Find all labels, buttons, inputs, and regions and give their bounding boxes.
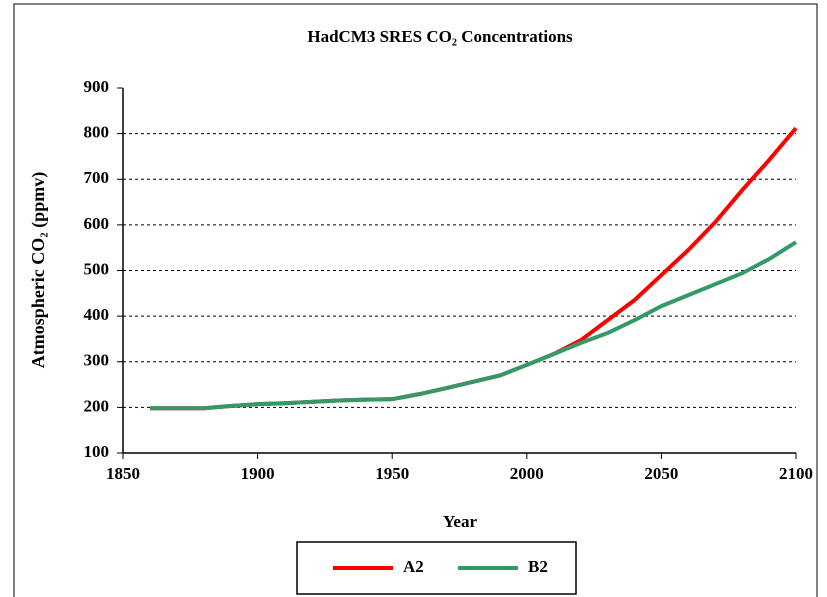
x-axis-label: Year xyxy=(443,512,477,531)
y-tick-label: 800 xyxy=(84,123,110,142)
y-tick-label: 500 xyxy=(84,259,110,278)
chart-border xyxy=(13,3,818,597)
legend-label: B2 xyxy=(528,557,548,576)
x-tick-label: 1950 xyxy=(375,464,409,483)
x-tick-label: 1900 xyxy=(241,464,275,483)
y-axis-label: Atmospheric CO₂ (ppmv) xyxy=(28,172,49,368)
x-tick-label: 2050 xyxy=(644,464,678,483)
y-tick-label: 900 xyxy=(84,77,110,96)
y-tick-label: 600 xyxy=(84,214,110,233)
y-tick-label: 100 xyxy=(84,442,110,461)
x-tick-label: 1850 xyxy=(106,464,140,483)
y-tick-label: 300 xyxy=(84,351,110,370)
chart-title: HadCM3 SRES CO₂ Concentrations xyxy=(307,27,573,46)
legend-label: A2 xyxy=(403,557,424,576)
x-tick-label: 2100 xyxy=(779,464,813,483)
series-line xyxy=(149,240,798,411)
x-tick-label: 2000 xyxy=(510,464,544,483)
y-tick-label: 400 xyxy=(84,305,110,324)
y-tick-label: 700 xyxy=(84,168,110,187)
y-tick-label: 200 xyxy=(84,396,110,415)
